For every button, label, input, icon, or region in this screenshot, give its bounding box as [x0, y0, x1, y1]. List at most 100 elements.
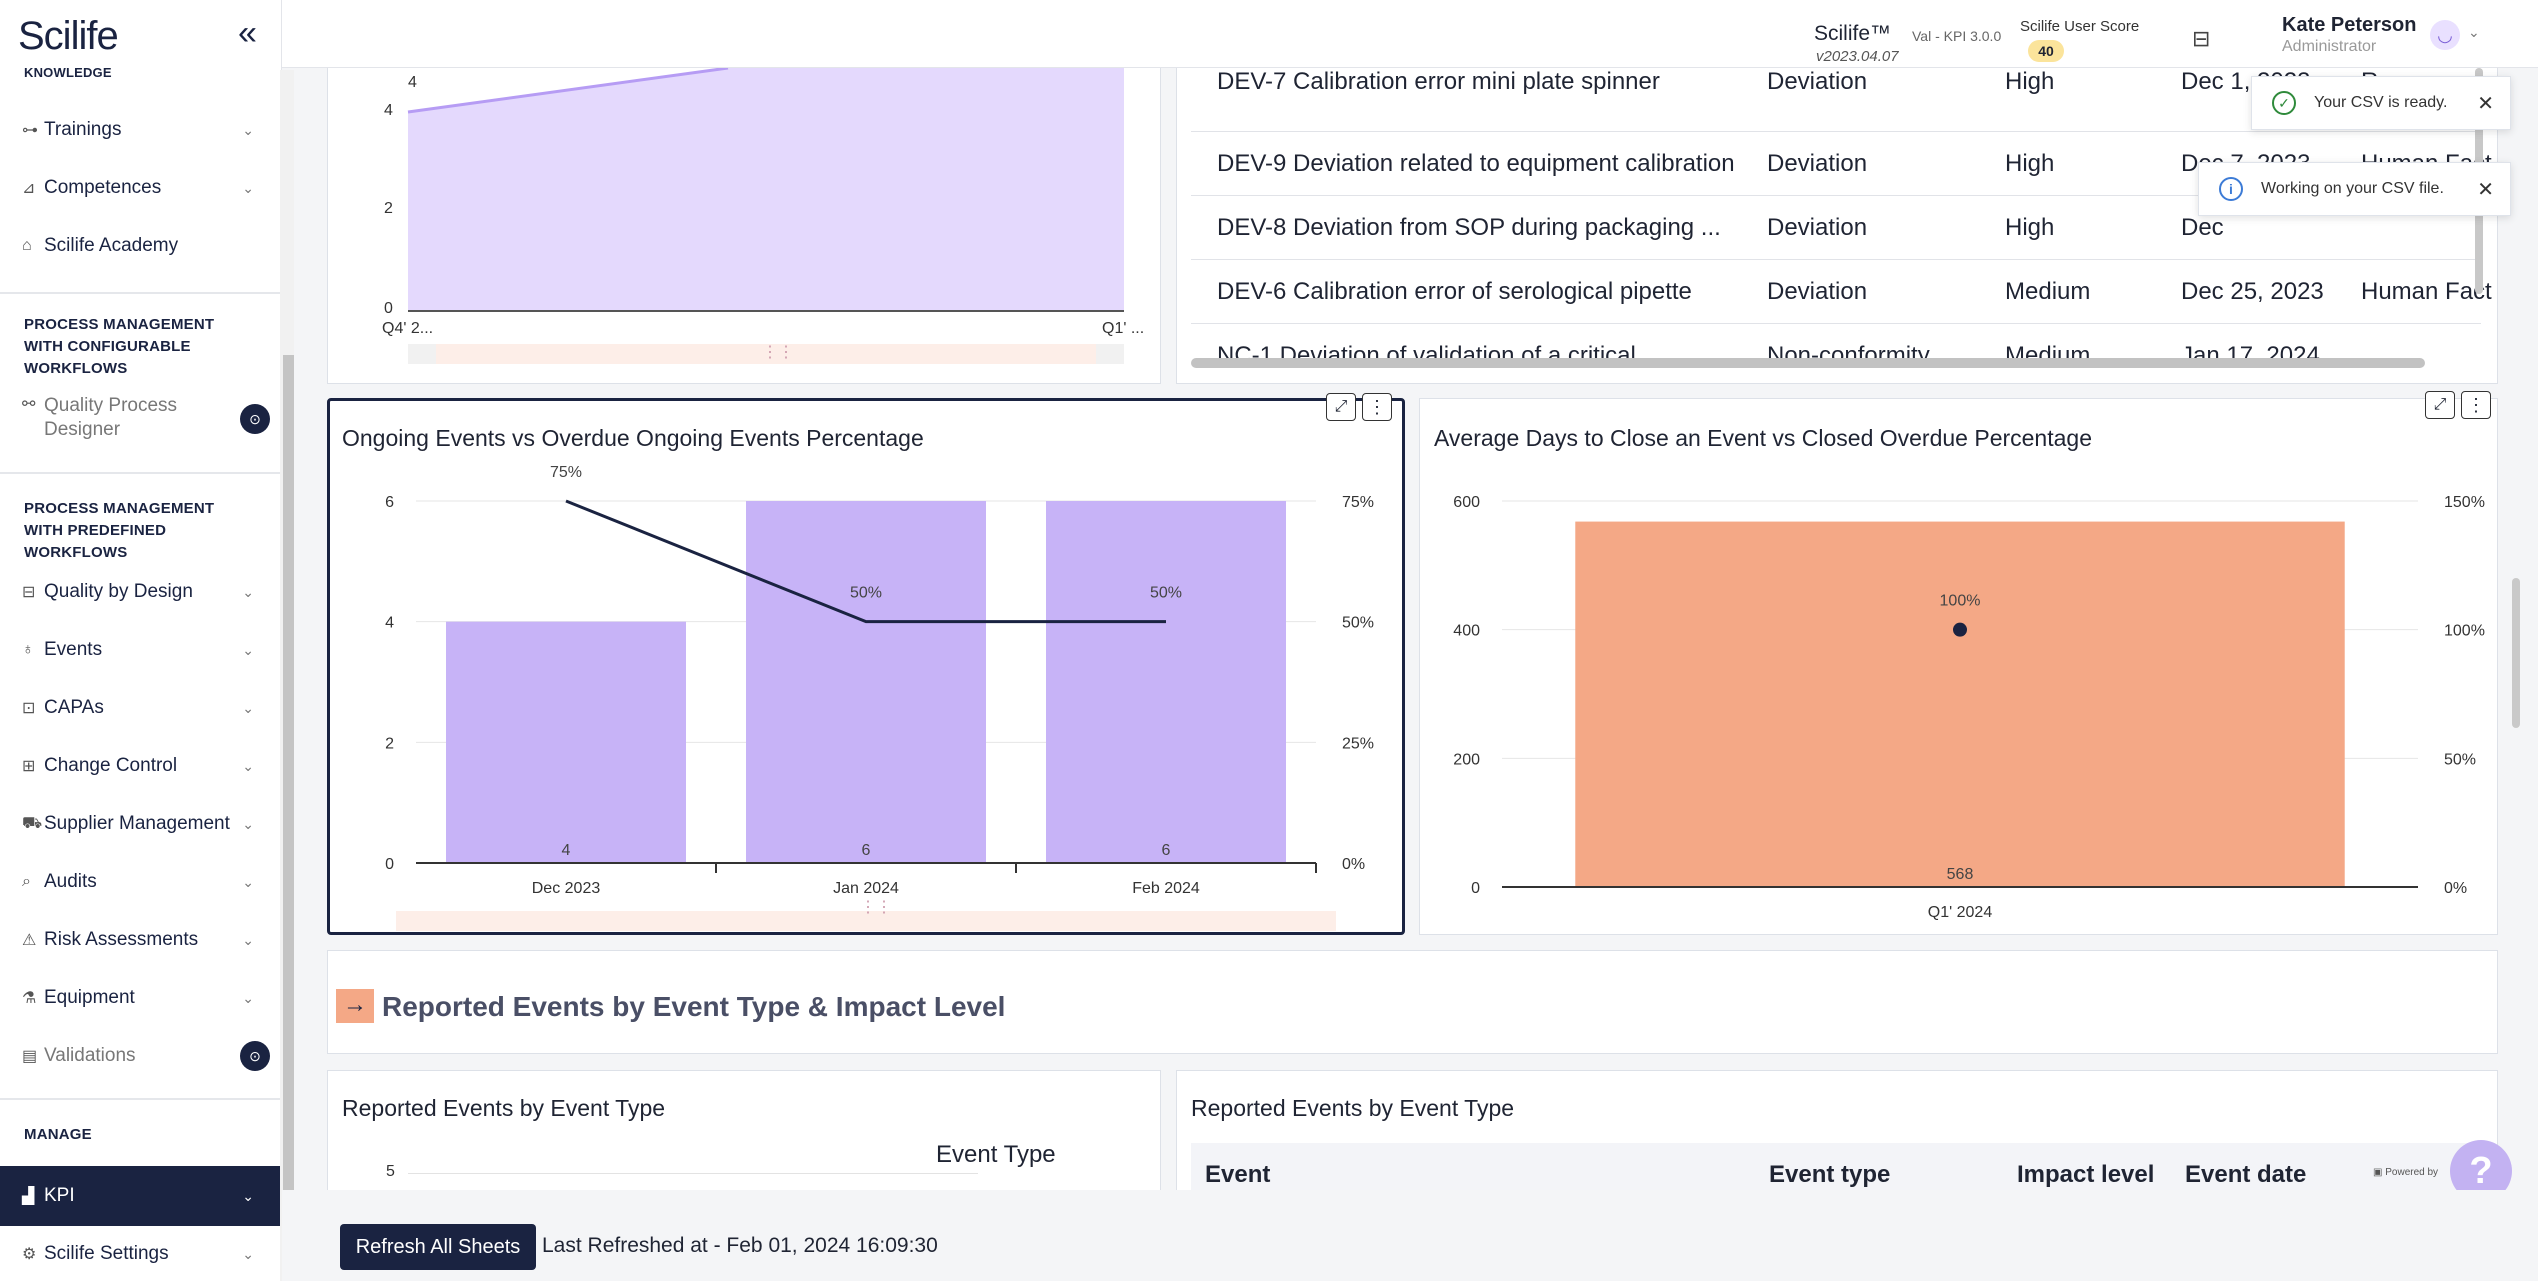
cell-type: Deviation	[1767, 68, 1868, 95]
column-header-impact-level[interactable]: Impact level	[2017, 1161, 2155, 1188]
expand-icon[interactable]: ⤢	[2425, 391, 2455, 419]
line-label: 75%	[550, 464, 582, 481]
table-title: Reported Events by Event Type	[1191, 1095, 1515, 1121]
chart-title: Ongoing Events vs Overdue Ongoing Events…	[342, 425, 924, 451]
messages-icon[interactable]: ⊟	[2192, 26, 2211, 51]
y-tick-label: 0	[385, 856, 394, 873]
chevron-down-icon: ⌄	[242, 989, 254, 1006]
chevron-down-icon: ⌄	[242, 931, 254, 948]
section-configurable: PROCESS MANAGEMENT WITH CONFIGURABLE WOR…	[24, 316, 215, 377]
chevron-down-icon: ⌄	[242, 815, 254, 832]
cell-date: Dec 25, 2023	[2181, 278, 2324, 305]
sidebar-item-label: Validations	[44, 1045, 136, 1066]
range-slider-handle-right[interactable]	[1096, 344, 1124, 364]
y-tick-label: 2	[385, 735, 394, 752]
sidebar-item-quality-process-designer[interactable]: ⚯ Quality Process Designer ⊙	[0, 394, 280, 444]
y2-tick-label: 0%	[2444, 880, 2467, 897]
area-chart-card: 4 4 2 0 Q4' 2... Q1' ... ⋮⋮	[327, 68, 1161, 384]
sidebar-item-audits[interactable]: ⌕ Audits ⌄	[0, 860, 280, 904]
range-slider-handle-left[interactable]	[408, 344, 436, 364]
more-options-icon[interactable]: ⋮	[1362, 393, 1392, 421]
x-tick-label: Jan 2024	[833, 880, 899, 897]
chevron-down-icon: ⌄	[242, 179, 254, 196]
sidebar-scrollbar-thumb[interactable]	[283, 355, 294, 1255]
sidebar-item-label: Equipment	[44, 987, 135, 1008]
training-icon: ⊶	[22, 122, 38, 139]
drag-handle-icon[interactable]: ⋮⋮	[762, 344, 794, 361]
chart-icon: ▟	[22, 1188, 35, 1205]
sidebar-item-label: CAPAs	[44, 697, 104, 718]
bottom-left-chart-card: Reported Events by Event Type 5 Event Ty…	[327, 1070, 1161, 1190]
chart-ongoing-events[interactable]: Ongoing Events vs Overdue Ongoing Events…	[327, 393, 1405, 935]
line-label: 50%	[1150, 585, 1182, 602]
y-tick-label: 400	[1453, 623, 1480, 640]
chevron-down-icon[interactable]: ⌄	[2468, 24, 2480, 40]
user-name[interactable]: Kate Peterson	[2282, 14, 2417, 36]
divider	[0, 472, 280, 474]
sidebar-item-trainings[interactable]: ⊶ Trainings ⌄	[0, 108, 280, 152]
column-header-event-date[interactable]: Event date	[2185, 1161, 2307, 1188]
sidebar-item-label: Risk Assessments	[44, 929, 199, 950]
y2-tick-label: 100%	[2444, 623, 2485, 640]
y-tick-label: 6	[385, 494, 394, 511]
horizontal-scrollbar[interactable]	[1191, 358, 2425, 368]
series-point	[1953, 622, 1967, 637]
user-role: Administrator	[2282, 38, 2377, 55]
cell-impact: High	[2005, 68, 2055, 95]
sidebar-item-validations[interactable]: ▤ Validations ⊙	[0, 1034, 280, 1078]
bar-label: 568	[1947, 866, 1974, 883]
cell-event: DEV-7 Calibration error mini plate spinn…	[1217, 68, 1660, 95]
gear-icon: ⚙	[22, 1246, 37, 1263]
collapse-sidebar-icon[interactable]: «	[238, 14, 257, 52]
range-slider[interactable]	[408, 344, 1124, 364]
toast-message: Working on your CSV file.	[2261, 180, 2444, 197]
sidebar-item-events[interactable]: ♁ Events ⌄	[0, 628, 280, 672]
toast-message: Your CSV is ready.	[2314, 94, 2448, 111]
page-scrollbar-thumb[interactable]	[2512, 578, 2520, 728]
line-label: 50%	[850, 585, 882, 602]
drag-handle-icon[interactable]: ⋮⋮	[860, 899, 892, 916]
cell-type: Deviation	[1767, 214, 1868, 241]
bar-label: 6	[1162, 842, 1171, 859]
sidebar-item-label: Competences	[44, 177, 162, 198]
x-tick-label: Q4' 2...	[382, 320, 434, 337]
sidebar-item-equipment[interactable]: ⚗ Equipment ⌄	[0, 976, 280, 1020]
refresh-all-sheets-button[interactable]: Refresh All Sheets	[340, 1224, 536, 1270]
powered-by-label: ▣ Powered by	[2373, 1167, 2438, 1178]
workflow-icon: ⚯	[22, 396, 36, 413]
sidebar-item-label: KPI	[44, 1185, 75, 1206]
table-row[interactable]: DEV-8 Deviation from SOP during packagin…	[1191, 196, 2481, 260]
column-header-event-type[interactable]: Event type	[1769, 1161, 1891, 1188]
sidebar-item-scilife-settings[interactable]: ⚙ Scilife Settings ⌄	[0, 1232, 280, 1276]
area-line	[407, 68, 729, 114]
flask-icon: ⚗	[22, 990, 37, 1007]
avatar[interactable]: ◡	[2430, 20, 2460, 50]
chevron-down-icon: ⌄	[242, 641, 254, 658]
column-header-event[interactable]: Event	[1205, 1161, 1271, 1188]
scilife-logo[interactable]: Scilife	[18, 14, 119, 58]
sidebar-item-capas[interactable]: ⊡ CAPAs ⌄	[0, 686, 280, 730]
x-tick-label: Dec 2023	[532, 880, 601, 897]
sidebar-item-competences[interactable]: ⊿ Competences ⌄	[0, 166, 280, 210]
sidebar: Scilife « KNOWLEDGE ⊶ Trainings ⌄ ⊿ Compete…	[0, 0, 282, 1281]
info-icon: i	[2219, 177, 2243, 201]
sidebar-item-change-control[interactable]: ⊞ Change Control ⌄	[0, 744, 280, 788]
sidebar-item-quality-by-design[interactable]: ⊟ Quality by Design ⌄	[0, 570, 280, 614]
cell-impact: High	[2005, 214, 2055, 241]
sidebar-item-kpi[interactable]: ▟ KPI ⌄	[0, 1166, 280, 1226]
line-label: 100%	[1940, 593, 1981, 610]
close-icon[interactable]: ✕	[2477, 92, 2494, 115]
supplier-icon: ⛟	[22, 815, 43, 832]
sidebar-item-scilife-academy[interactable]: ⌂ Scilife Academy	[0, 224, 280, 268]
sidebar-item-risk-assessments[interactable]: ⚠ Risk Assessments ⌄	[0, 918, 280, 962]
more-options-icon[interactable]: ⋮	[2461, 391, 2491, 419]
close-icon[interactable]: ✕	[2477, 178, 2494, 201]
chart-average-days[interactable]: Average Days to Close an Event vs Closed…	[1419, 391, 2498, 935]
expand-icon[interactable]: ⤢	[1326, 393, 1356, 421]
x-tick-label: Q1' ...	[1102, 320, 1145, 337]
table-row[interactable]: NC-1 Deviation of validation of a critic…	[1191, 324, 2481, 383]
chevron-down-icon: ⌄	[242, 757, 254, 774]
table-row[interactable]: DEV-6 Calibration error of serological p…	[1191, 260, 2492, 324]
sidebar-item-supplier-management[interactable]: ⛟ Supplier Management ⌄	[0, 802, 280, 846]
sidebar-item-label: Supplier Management	[44, 813, 230, 834]
